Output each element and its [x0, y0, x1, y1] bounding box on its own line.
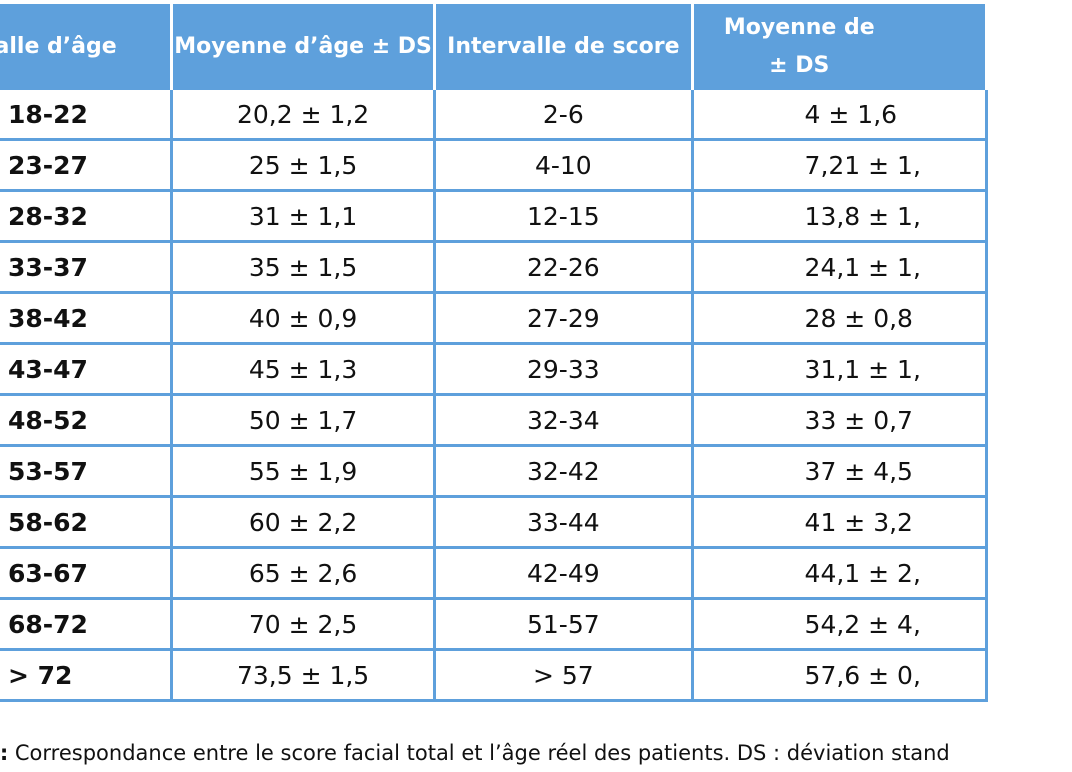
table-row: 28-32 31 ± 1,1 12-15 13,8 ± 1,: [0, 190, 989, 243]
cell-mean-age: 31 ± 1,1: [170, 190, 437, 243]
table-row: > 72 73,5 ± 1,5 > 57 57,6 ± 0,: [0, 649, 989, 702]
cell-score-range: 51-57: [433, 598, 694, 651]
cell-score-range: 2-6: [433, 90, 694, 141]
cell-age-range: 38-42: [0, 292, 174, 345]
header-mean-age: Moyenne d’âge ± DS: [170, 4, 437, 90]
table-caption: I: Correspondance entre le score facial …: [0, 741, 950, 765]
cell-mean-score: 13,8 ± 1,: [690, 190, 989, 243]
cell-score-range: 27-29: [433, 292, 694, 345]
cell-mean-age: 40 ± 0,9: [170, 292, 437, 345]
cell-score-range: 12-15: [433, 190, 694, 243]
cell-mean-score: 41 ± 3,2: [690, 496, 989, 549]
cell-mean-score: 7,21 ± 1,: [690, 139, 989, 192]
table-header: rvalle d’âge Moyenne d’âge ± DS Interval…: [0, 4, 989, 90]
cell-score-range: 32-42: [433, 445, 694, 498]
cell-mean-age: 60 ± 2,2: [170, 496, 437, 549]
cell-mean-score: 37 ± 4,5: [690, 445, 989, 498]
table-row: 68-72 70 ± 2,5 51-57 54,2 ± 4,: [0, 598, 989, 651]
cell-score-range: 4-10: [433, 139, 694, 192]
table-row: 58-62 60 ± 2,2 33-44 41 ± 3,2: [0, 496, 989, 549]
cell-score-range: 42-49: [433, 547, 694, 600]
cell-age-range: > 72: [0, 649, 174, 702]
cell-score-range: 22-26: [433, 241, 694, 294]
table-row: 43-47 45 ± 1,3 29-33 31,1 ± 1,: [0, 343, 989, 396]
table-row: 63-67 65 ± 2,6 42-49 44,1 ± 2,: [0, 547, 989, 600]
cell-mean-age: 20,2 ± 1,2: [170, 90, 437, 141]
cell-mean-age: 70 ± 2,5: [170, 598, 437, 651]
cell-score-range: 32-34: [433, 394, 694, 447]
cell-mean-score: 24,1 ± 1,: [690, 241, 989, 294]
cell-age-range: 58-62: [0, 496, 174, 549]
table-row: 33-37 35 ± 1,5 22-26 24,1 ± 1,: [0, 241, 989, 294]
cell-age-range: 18-22: [0, 90, 174, 141]
table-body: 18-22 20,2 ± 1,2 2-6 4 ± 1,6 23-27 25 ± 1,5 4-…: [0, 90, 989, 702]
cell-mean-score: 57,6 ± 0,: [690, 649, 989, 702]
table-row: 38-42 40 ± 0,9 27-29 28 ± 0,8: [0, 292, 989, 345]
cell-mean-age: 45 ± 1,3: [170, 343, 437, 396]
cell-age-range: 63-67: [0, 547, 174, 600]
cell-mean-age: 73,5 ± 1,5: [170, 649, 437, 702]
cell-age-range: 28-32: [0, 190, 174, 243]
cell-age-range: 53-57: [0, 445, 174, 498]
header-row: rvalle d’âge Moyenne d’âge ± DS Interval…: [0, 4, 989, 90]
cell-mean-score: 31,1 ± 1,: [690, 343, 989, 396]
cell-mean-age: 55 ± 1,9: [170, 445, 437, 498]
header-age-range: rvalle d’âge: [0, 4, 174, 90]
cell-age-range: 23-27: [0, 139, 174, 192]
header-mean-score: Moyenne de ± DS: [690, 4, 989, 90]
cell-age-range: 68-72: [0, 598, 174, 651]
cell-mean-score: 54,2 ± 4,: [690, 598, 989, 651]
cell-score-range: > 57: [433, 649, 694, 702]
cell-mean-score: 4 ± 1,6: [690, 90, 989, 141]
cell-score-range: 33-44: [433, 496, 694, 549]
header-score-range: Intervalle de score: [433, 4, 694, 90]
cell-mean-score: 44,1 ± 2,: [690, 547, 989, 600]
cell-age-range: 48-52: [0, 394, 174, 447]
table-row: 18-22 20,2 ± 1,2 2-6 4 ± 1,6: [0, 90, 989, 141]
cell-mean-score: 33 ± 0,7: [690, 394, 989, 447]
cell-age-range: 33-37: [0, 241, 174, 294]
cell-score-range: 29-33: [433, 343, 694, 396]
cell-mean-age: 35 ± 1,5: [170, 241, 437, 294]
cell-mean-age: 25 ± 1,5: [170, 139, 437, 192]
caption-text: Correspondance entre le score facial tot…: [8, 741, 950, 765]
cell-mean-age: 65 ± 2,6: [170, 547, 437, 600]
cell-age-range: 43-47: [0, 343, 174, 396]
age-score-table: rvalle d’âge Moyenne d’âge ± DS Interval…: [0, 4, 989, 702]
table-row: 48-52 50 ± 1,7 32-34 33 ± 0,7: [0, 394, 989, 447]
cell-mean-score: 28 ± 0,8: [690, 292, 989, 345]
table-row: 53-57 55 ± 1,9 32-42 37 ± 4,5: [0, 445, 989, 498]
table-row: 23-27 25 ± 1,5 4-10 7,21 ± 1,: [0, 139, 989, 192]
caption-label: I:: [0, 741, 9, 765]
cell-mean-age: 50 ± 1,7: [170, 394, 437, 447]
